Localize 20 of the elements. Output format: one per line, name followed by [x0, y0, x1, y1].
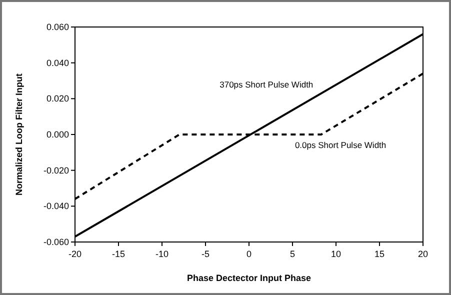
x-tick-label: -20 — [68, 249, 82, 259]
y-tick-label: 0.060 — [46, 22, 69, 32]
y-tick-label: -0.060 — [43, 237, 69, 247]
x-tick-label: -5 — [201, 249, 210, 259]
y-tick-label: 0.000 — [46, 130, 69, 140]
series-label: 0.0ps Short Pulse Width — [294, 140, 386, 150]
x-tick-label: 15 — [374, 249, 385, 259]
x-tick-label: 20 — [418, 249, 428, 259]
y-axis-title: Normalized Loop Filter Input — [14, 74, 24, 196]
x-axis-title: Phase Dectector Input Phase — [186, 273, 312, 283]
y-tick-label: 0.040 — [46, 58, 69, 68]
y-tick-label: -0.040 — [43, 201, 69, 212]
y-tick-label: 0.020 — [46, 94, 69, 104]
y-tick-label: -0.020 — [43, 165, 69, 176]
x-tick-label: -15 — [112, 249, 126, 259]
x-tick-label: -10 — [155, 249, 169, 259]
x-tick-label: 5 — [290, 249, 296, 259]
series-label: 370ps Short Pulse Width — [220, 79, 314, 90]
x-tick-label: 0 — [246, 249, 252, 259]
x-tick-label: 10 — [330, 249, 342, 259]
